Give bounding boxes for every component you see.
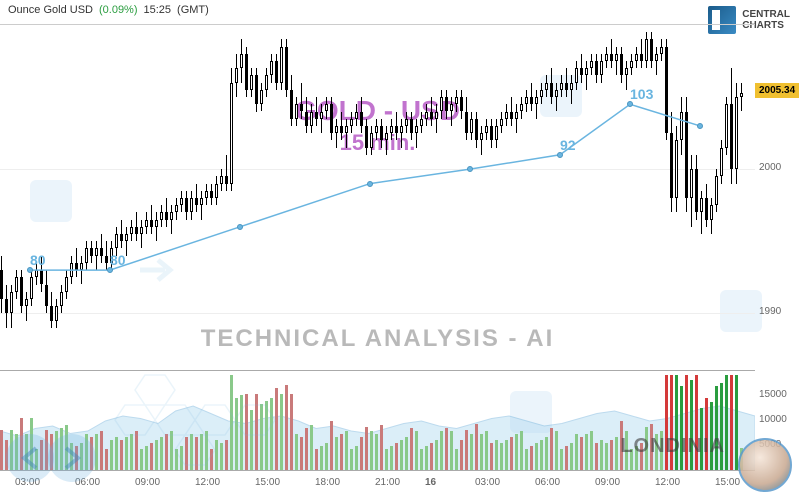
x-tick-label: 12:00 [195,477,220,488]
nav-right-icon[interactable] [48,434,96,482]
x-tick-label: 15:00 [255,477,280,488]
assistant-avatar[interactable] [738,438,792,492]
x-tick-label: 03:00 [475,477,500,488]
x-tick-label: 09:00 [135,477,160,488]
x-tick-label: 06:00 [535,477,560,488]
instrument-name: Ounce Gold USD [8,4,93,16]
x-tick-label: 18:00 [315,477,340,488]
x-tick-label: 09:00 [595,477,620,488]
arrow-icon [130,240,190,300]
current-price-tag: 2005.34 [755,83,799,98]
indicator-value: 80 [110,252,126,268]
indicator-value: 103 [630,86,653,102]
chart-header: Ounce Gold USD (0.09%) 15:25 (GMT) [0,0,800,20]
x-tick-label: 16 [425,477,436,488]
timezone-label: (GMT) [177,4,209,16]
indicator-value: 92 [560,137,576,153]
nav-left-icon[interactable] [6,434,54,482]
x-axis: 03:0006:0009:0012:0015:0018:0021:001603:… [0,470,755,500]
y-axis-main: 199020002005.34 [755,24,800,370]
x-tick-label: 12:00 [655,477,680,488]
news-icon[interactable] [510,391,552,433]
time-label: 15:25 [144,4,172,16]
watermark-tech: TECHNICAL ANALYSIS - AI [201,325,555,353]
x-tick-label: 21:00 [375,477,400,488]
pct-change: (0.09%) [99,4,138,16]
x-tick-label: 15:00 [715,477,740,488]
indicator-value: 80 [30,252,46,268]
indicator-icon[interactable] [30,180,72,222]
watermark-brand: LONDINIA [620,435,725,458]
main-price-chart[interactable]: GOLD - USD 15 min. TECHNICAL ANALYSIS - … [0,24,755,370]
watermark-subtitle: 15 min. [340,130,416,156]
